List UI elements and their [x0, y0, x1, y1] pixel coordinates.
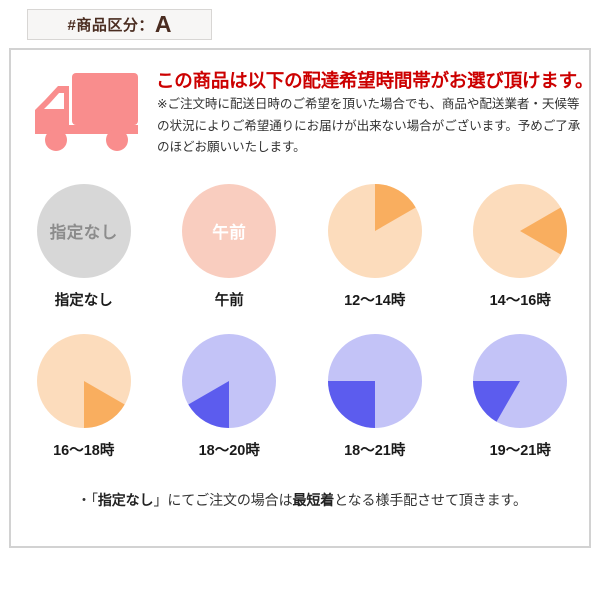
slot-14-16-label: 14〜16時	[489, 293, 551, 309]
footer-bullet: ・	[77, 492, 91, 508]
slot-morning[interactable]: 午前 午前	[157, 180, 303, 330]
info-panel: この商品は以下の配達希望時間帯がお選び頂けます。 ※ご注文時に配送日時のご希望を…	[9, 48, 594, 548]
slot-12-14-label: 12〜14時	[344, 293, 406, 309]
slot-morning-label: 午前	[214, 293, 244, 309]
panel-subnote: ※ご注文時に配送日時のご希望を頂いた場合でも、商品や配送業者・天候等の状況により…	[157, 97, 581, 155]
product-category-value: A	[154, 11, 172, 37]
slot-18-20-circle	[182, 334, 277, 428]
slot-unspecified-label: 指定なし	[54, 293, 113, 309]
product-category-tab: #商品区分： A	[27, 9, 212, 40]
slot-16-18-label: 16〜18時	[53, 443, 115, 459]
slot-16-18[interactable]: 16〜18時	[11, 330, 157, 480]
slot-16-18-circle	[36, 334, 131, 428]
slot-unspecified-circle: 指定なし	[36, 184, 131, 278]
slot-14-16-clock-wedge-icon	[473, 184, 568, 278]
footer-text-1: 「	[90, 492, 98, 508]
slot-unspecified[interactable]: 指定なし 指定なし	[11, 180, 157, 330]
product-category-label: #商品区分：	[67, 17, 154, 34]
slot-14-16[interactable]: 14〜16時	[448, 180, 594, 330]
footer-bold-2: 最短着	[292, 492, 335, 508]
slot-18-21-label: 18〜21時	[344, 443, 406, 459]
slot-18-21-clock-wedge-icon	[327, 334, 422, 428]
slot-19-21[interactable]: 19〜21時	[448, 330, 594, 480]
slot-19-21-label: 19〜21時	[489, 443, 551, 459]
slot-18-20[interactable]: 18〜20時	[157, 330, 303, 480]
slot-19-21-circle	[473, 334, 568, 428]
panel-header: この商品は以下の配達希望時間帯がお選び頂けます。 ※ご注文時に配送日時のご希望を…	[11, 50, 594, 170]
footer-note: ・「指定なし」にてご注文の場合は最短着となる様手配させて頂きます。	[11, 490, 593, 510]
slot-12-14-circle	[327, 184, 422, 278]
footer-text-3: となる様手配させて頂きます。	[334, 492, 527, 508]
footer-bold-1: 指定なし	[97, 492, 154, 508]
delivery-truck-icon	[25, 60, 150, 160]
slot-16-18-clock-wedge-icon	[36, 334, 131, 428]
footer-text-2: 」にてご注文の場合は	[153, 492, 293, 508]
slot-morning-circle-text: 午前	[212, 224, 247, 242]
slot-18-20-label: 18〜20時	[198, 443, 260, 459]
slot-19-21-clock-wedge-icon	[473, 334, 568, 428]
slot-14-16-circle	[473, 184, 568, 278]
slot-12-14[interactable]: 12〜14時	[302, 180, 448, 330]
slot-18-21[interactable]: 18〜21時	[302, 330, 448, 480]
panel-title: この商品は以下の配達希望時間帯がお選び頂けます。	[156, 70, 594, 91]
delivery-time-slot-grid: 指定なし 指定なし 午前 午前 12〜14時 14〜16時 16〜18時 18〜20時 18〜2…	[11, 180, 593, 480]
slot-18-21-circle	[327, 334, 422, 428]
slot-18-20-clock-wedge-icon	[182, 334, 277, 428]
slot-12-14-clock-wedge-icon	[327, 184, 422, 278]
slot-unspecified-circle-text: 指定なし	[49, 224, 118, 242]
slot-morning-circle: 午前	[182, 184, 277, 278]
